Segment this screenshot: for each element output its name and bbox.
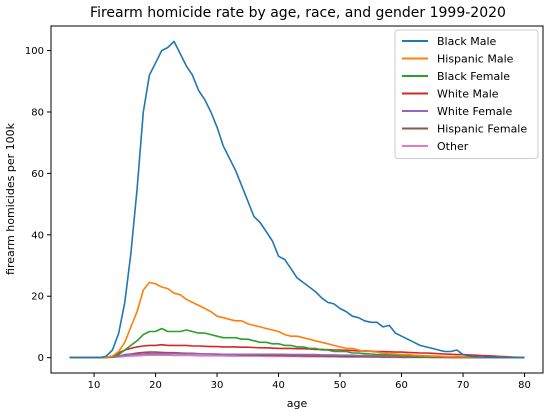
x-tick-label: 80 [518, 380, 531, 391]
y-tick-label: 20 [31, 292, 44, 303]
legend-entry: Black Male [437, 35, 497, 48]
x-tick-label: 20 [149, 380, 162, 391]
series-line-black-male [69, 40, 525, 359]
legend-entry: Hispanic Male [437, 53, 514, 66]
x-tick-label: 50 [334, 380, 347, 391]
x-tick-label: 70 [457, 380, 470, 391]
series-line-hispanic-male [69, 281, 525, 359]
y-tick-label: 100 [25, 46, 44, 57]
axes-frame [50, 25, 544, 374]
legend: Black Male Hispanic Male Black Female White… [394, 29, 539, 159]
y-axis: 0 20 40 60 80 100 [25, 46, 51, 364]
series-lines [69, 40, 525, 359]
legend-entry: Other [437, 140, 469, 153]
x-tick-label: 40 [272, 380, 285, 391]
legend-entry: Hispanic Female [437, 123, 527, 136]
legend-entry: Black Female [437, 70, 510, 83]
x-tick-label: 30 [211, 380, 224, 391]
y-tick-label: 60 [31, 169, 44, 180]
legend-box [394, 29, 539, 159]
legend-entry: White Male [437, 88, 499, 101]
y-tick-label: 0 [38, 353, 44, 364]
x-tick-label: 10 [88, 380, 101, 391]
x-tick-label: 60 [395, 380, 408, 391]
x-axis: 10 20 30 40 50 60 70 80 [88, 373, 531, 391]
y-axis-label: firearm homicides per 100k [4, 122, 17, 275]
y-tick-label: 80 [31, 107, 44, 118]
series-line-white-male [69, 343, 525, 359]
legend-entry: White Female [437, 105, 512, 118]
x-axis-label: age [287, 397, 308, 410]
y-tick-label: 40 [31, 230, 44, 241]
chart-title: Firearm homicide rate by age, race, and … [90, 5, 506, 21]
